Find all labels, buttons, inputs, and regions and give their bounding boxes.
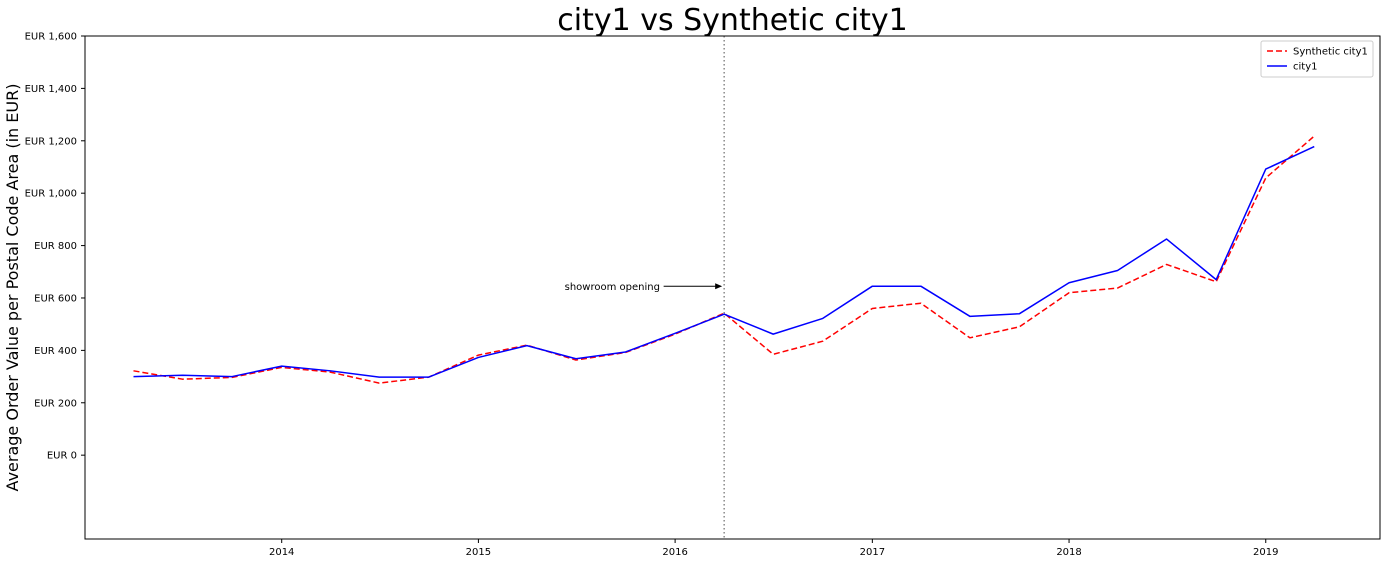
y-axis-label: Average Order Value per Postal Code Area… [3,84,22,492]
legend: Synthetic city1 city1 [1260,40,1374,78]
y-tick-label: EUR 1,200 [25,136,77,147]
annotation: showroom opening [565,282,723,293]
y-tick-label: EUR 1,600 [25,32,77,43]
legend-label: Synthetic city1 [1293,47,1368,58]
x-tick-label: 2017 [860,547,885,558]
annotation-text: showroom opening [565,282,660,293]
legend-label: city1 [1293,62,1317,73]
chart-title: city1 vs Synthetic city1 [557,3,908,38]
x-axis: 2014 2015 2016 2017 2018 2019 [269,539,1278,558]
y-tick-label: EUR 600 [34,293,77,304]
x-tick-label: 2019 [1253,547,1278,558]
x-tick-label: 2014 [269,547,294,558]
arrow-head-icon [715,283,723,290]
x-tick-label: 2015 [466,547,491,558]
y-tick-label: EUR 400 [34,346,77,357]
plot-area [133,135,1315,384]
y-tick-label: EUR 200 [34,398,77,409]
x-tick-label: 2016 [662,547,687,558]
y-tick-label: EUR 0 [47,451,77,462]
y-axis: EUR 0 EUR 200 EUR 400 EUR 600 EUR 800 EUR 1,0… [25,32,85,462]
y-tick-label: EUR 1,400 [25,84,77,95]
plot-frame [84,35,1381,540]
y-tick-label: EUR 1,000 [25,189,77,200]
y-tick-label: EUR 800 [34,241,77,252]
x-tick-label: 2018 [1056,547,1081,558]
legend-box [1260,40,1374,78]
